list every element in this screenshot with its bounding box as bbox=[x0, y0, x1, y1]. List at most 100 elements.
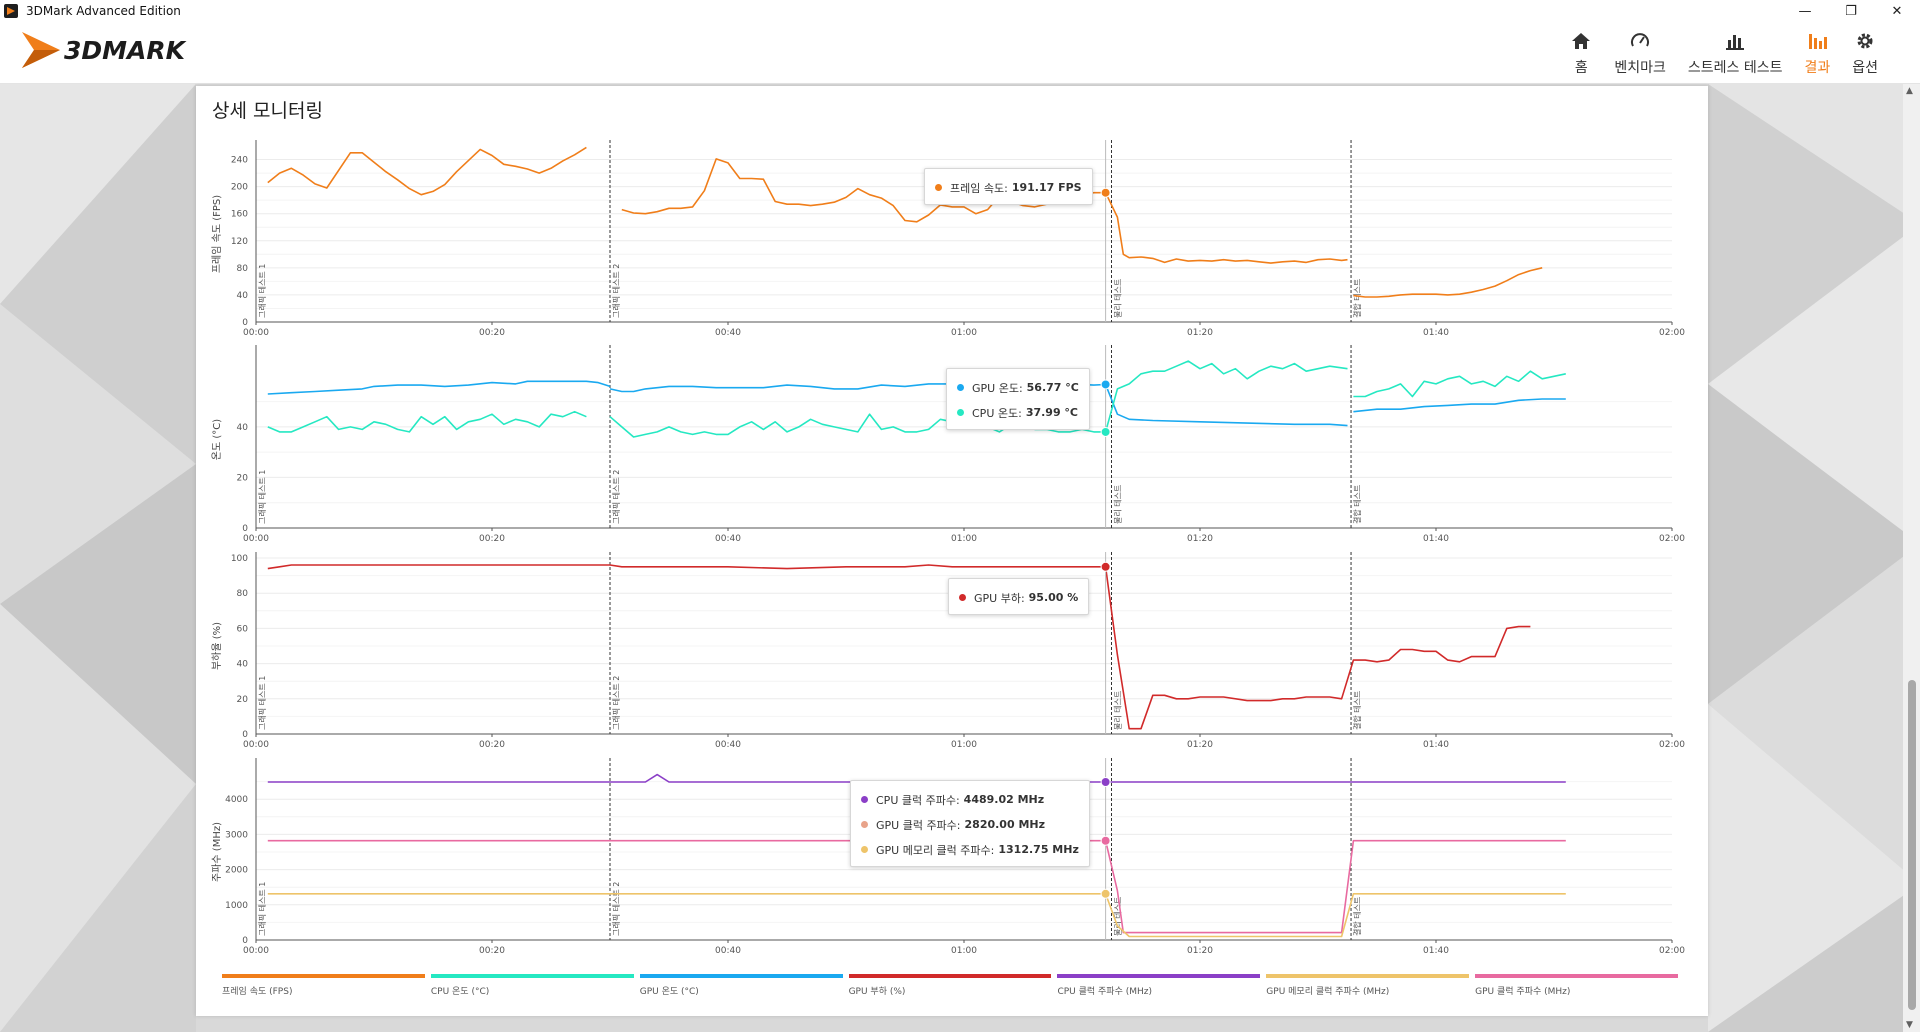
x-tick-label: 00:00 bbox=[243, 946, 269, 956]
x-tick-label: 01:20 bbox=[1187, 534, 1213, 544]
gpu_temp-line bbox=[1353, 398, 1566, 413]
legend-item-cpu-clock[interactable]: CPU 클럭 주파수 (MHz) bbox=[1057, 974, 1261, 997]
x-tick-label: 00:40 bbox=[715, 946, 741, 956]
y-tick-label: 40 bbox=[237, 660, 249, 670]
gear-icon bbox=[1857, 33, 1873, 49]
legend-item-cpu-temp[interactable]: CPU 온도 (°C) bbox=[430, 974, 634, 997]
logo-text: 3DMARK bbox=[64, 35, 185, 65]
segment-label: 그래픽 테스트 1 bbox=[257, 470, 267, 524]
tooltip-value: 95.00 % bbox=[1028, 591, 1079, 604]
cpu_clock-hover-point bbox=[1100, 776, 1111, 787]
y-tick-label: 40 bbox=[237, 423, 249, 433]
legend-item-gpu-clock[interactable]: GPU 클럭 주파수 (MHz) bbox=[1475, 974, 1679, 997]
legend-label: GPU 부하 (%) bbox=[848, 987, 906, 997]
cpu_temp-hover-point bbox=[1100, 426, 1111, 437]
cpu_clock-line bbox=[267, 773, 1566, 783]
tooltip-label: GPU 온도: bbox=[972, 381, 1023, 395]
tooltip-row: GPU 부하: 95.00 % bbox=[959, 585, 1078, 610]
gpu_load-line bbox=[267, 564, 1531, 730]
scroll-up-arrow-icon[interactable]: ▲ bbox=[1906, 86, 1913, 96]
legend-label: GPU 클럭 주파수 (MHz) bbox=[1475, 987, 1571, 997]
cpu-clock-dot-icon bbox=[861, 796, 868, 803]
tooltip-value: 56.77 °C bbox=[1026, 381, 1079, 394]
segment-label: 그래픽 테스트 2 bbox=[611, 470, 621, 524]
gpu_temp-hover-point bbox=[1100, 379, 1111, 390]
main-nav: 홈 벤치마크 스트레스 테스트 결과 옵션 bbox=[1548, 30, 1878, 77]
tooltip-row: CPU 온도: 37.99 °C bbox=[957, 400, 1079, 425]
x-tick-label: 00:00 bbox=[243, 740, 269, 750]
segment-label: 결합 테스트 bbox=[1352, 279, 1362, 318]
y-tick-label: 0 bbox=[242, 730, 248, 740]
nav-benchmark-label: 벤치마크 bbox=[1614, 60, 1666, 76]
minimize-button[interactable]: — bbox=[1798, 3, 1812, 19]
gpu-clock-dot-icon bbox=[861, 821, 868, 828]
nav-results-label: 결과 bbox=[1804, 60, 1831, 76]
cpu_temp-line bbox=[1104, 360, 1348, 433]
x-tick-label: 01:20 bbox=[1187, 946, 1213, 956]
x-tick-label: 00:40 bbox=[715, 534, 741, 544]
y-axis-label: 주파수 (MHz) bbox=[211, 822, 223, 882]
legend-item-fps[interactable]: 프레임 속도 (FPS) bbox=[222, 974, 425, 997]
legend-label: GPU 온도 (°C) bbox=[639, 987, 699, 997]
y-tick-label: 80 bbox=[237, 264, 249, 274]
tooltip-row: GPU 메모리 클럭 주파수: 1312.75 MHz bbox=[861, 837, 1079, 862]
gpu_load-hover-point bbox=[1100, 561, 1111, 572]
window-controls: — ❐ ✕ bbox=[1782, 0, 1920, 22]
home-icon bbox=[1572, 33, 1591, 49]
maximize-button[interactable]: ❐ bbox=[1845, 3, 1857, 19]
y-tick-label: 160 bbox=[231, 210, 248, 220]
x-tick-label: 00:40 bbox=[715, 328, 741, 338]
bar-chart-icon bbox=[1726, 35, 1745, 50]
legend-item-gpu-temp[interactable]: GPU 온도 (°C) bbox=[639, 974, 843, 997]
y-tick-label: 120 bbox=[231, 237, 248, 247]
vertical-scrollbar[interactable]: ▲ ▼ bbox=[1903, 84, 1920, 1032]
segment-label: 그래픽 테스트 2 bbox=[611, 264, 621, 318]
y-tick-label: 60 bbox=[237, 624, 249, 634]
tooltip-row: GPU 클럭 주파수: 2820.00 MHz bbox=[861, 812, 1079, 837]
y-tick-label: 200 bbox=[231, 183, 248, 193]
tooltip-row: 프레임 속도: 191.17 FPS bbox=[935, 175, 1082, 200]
scroll-down-arrow-icon[interactable]: ▼ bbox=[1906, 1020, 1913, 1030]
app-header: 3DMARK 홈 벤치마크 스트레스 테스트 결과 옵션 bbox=[0, 22, 1920, 84]
tooltip-value: 191.17 FPS bbox=[1011, 181, 1082, 194]
tooltip-label: 프레임 속도: bbox=[950, 181, 1008, 195]
segment-label: 결합 테스트 bbox=[1352, 897, 1362, 936]
nav-home[interactable]: 홈 bbox=[1570, 30, 1592, 77]
x-tick-label: 01:00 bbox=[951, 740, 977, 750]
x-tick-label: 00:00 bbox=[243, 534, 269, 544]
segment-label: 물리 테스트 bbox=[1114, 485, 1123, 524]
cpu-temp-dot-icon bbox=[957, 409, 964, 416]
gpu-load-dot-icon bbox=[959, 594, 966, 601]
legend-item-gpu-mem-clock[interactable]: GPU 메모리 클럭 주파수 (MHz) bbox=[1266, 974, 1470, 997]
legend-label: CPU 온도 (°C) bbox=[430, 987, 490, 997]
nav-stress-test[interactable]: 스트레스 테스트 bbox=[1688, 30, 1782, 77]
x-tick-label: 00:00 bbox=[243, 328, 269, 338]
tooltip-value: 2820.00 MHz bbox=[964, 818, 1046, 831]
x-tick-label: 01:00 bbox=[951, 946, 977, 956]
x-tick-label: 00:20 bbox=[479, 946, 505, 956]
speedometer-icon bbox=[1631, 33, 1650, 47]
gpu-temp-dot-icon bbox=[957, 384, 964, 391]
segment-label: 물리 테스트 bbox=[1114, 897, 1123, 936]
3dmark-logo[interactable]: 3DMARK bbox=[20, 28, 185, 72]
y-tick-label: 0 bbox=[242, 936, 248, 946]
fps-line bbox=[267, 146, 587, 196]
scrollbar-thumb[interactable] bbox=[1908, 680, 1916, 1010]
x-tick-label: 00:20 bbox=[479, 328, 505, 338]
tooltip-value: 37.99 °C bbox=[1025, 406, 1079, 419]
title-bar: 3DMark Advanced Edition — ❐ ✕ bbox=[0, 0, 1920, 22]
y-tick-label: 20 bbox=[237, 695, 249, 705]
nav-results[interactable]: 결과 bbox=[1804, 30, 1830, 77]
detailed-monitoring-panel: 상세 모니터링 0 40 80 120 160 200 240 00:00 00:20 00:40… bbox=[196, 86, 1708, 1016]
legend-item-gpu-load[interactable]: GPU 부하 (%) bbox=[848, 974, 1052, 997]
legend-label: CPU 클럭 주파수 (MHz) bbox=[1057, 987, 1152, 997]
segment-label: 물리 테스트 bbox=[1114, 691, 1123, 730]
y-axis-label: 부하율 (%) bbox=[210, 622, 223, 670]
nav-options[interactable]: 옵션 bbox=[1852, 30, 1878, 77]
clock-tooltip: CPU 클럭 주파수: 4489.02 MHz GPU 클럭 주파수: 2820… bbox=[850, 780, 1090, 867]
segment-label: 결합 테스트 bbox=[1352, 485, 1362, 524]
close-button[interactable]: ✕ bbox=[1891, 3, 1903, 19]
nav-benchmark[interactable]: 벤치마크 bbox=[1614, 30, 1666, 77]
y-tick-label: 40 bbox=[237, 291, 249, 301]
